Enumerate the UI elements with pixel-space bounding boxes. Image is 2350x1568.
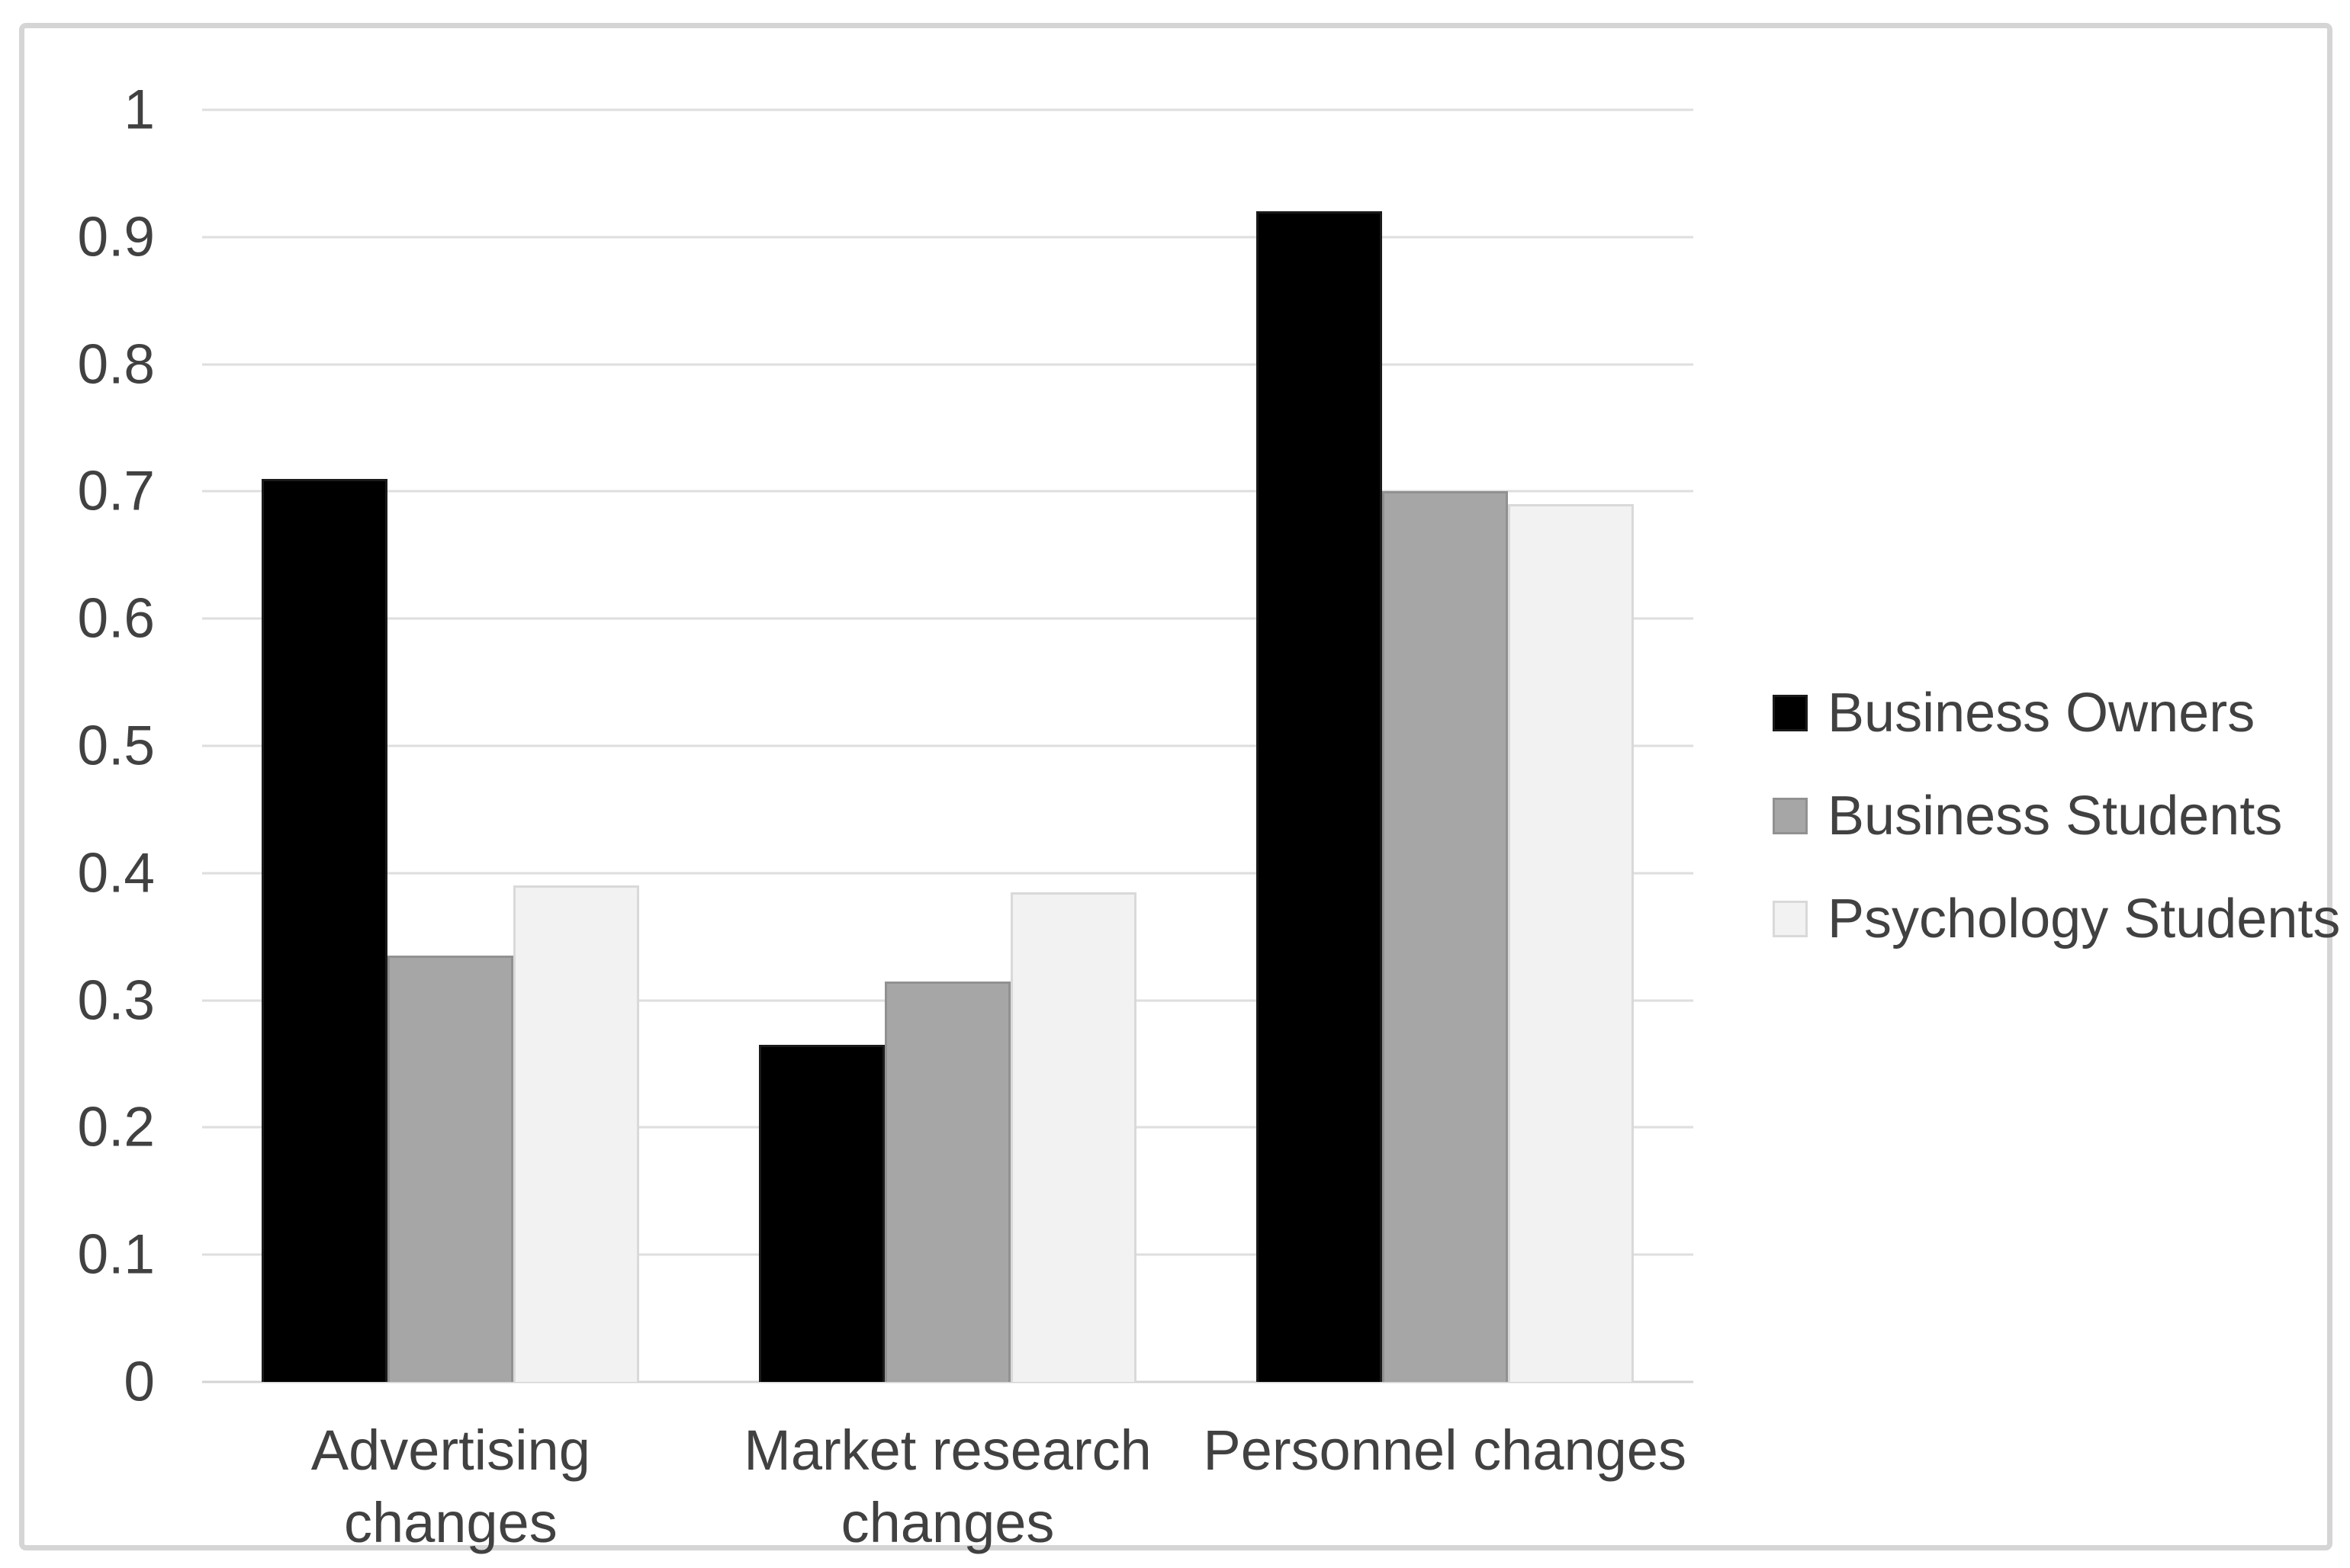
x-axis-label-advertising: Advertising changes [310,1419,590,1554]
y-tick-label: 0.3 [77,969,155,1032]
x-axis-line [202,1380,1693,1383]
bar-group [202,110,699,1382]
y-tick-label: 0.1 [77,1223,155,1286]
y-tick-label: 0 [124,1351,155,1413]
bar-psychology-students [1011,892,1136,1382]
y-tick-label: 0.9 [77,206,155,268]
chart-frame: 1 0.9 0.8 0.7 0.6 0.5 0.4 0.3 0.2 0.1 0 Advertisin… [19,23,2340,1554]
plot-area [202,108,1693,1383]
x-axis-cell: Advertising changes [202,1415,699,1559]
gridline [202,108,1693,111]
legend-swatch-lightgray-icon [1773,901,1808,937]
x-axis-cell: Market research changes [699,1415,1197,1559]
bar-business-students [885,981,1011,1382]
bar-business-owners [759,1044,885,1382]
y-tick-label: 0.7 [77,460,155,522]
bar-business-students [387,956,514,1382]
bar-group [1196,110,1693,1382]
legend-label: Business Owners [1828,683,2255,744]
bar-groups [202,110,1693,1382]
bar-psychology-students [1507,504,1634,1382]
gridline [202,236,1693,239]
x-axis-category-labels: Advertising changes Market research chan… [202,1415,1693,1559]
legend-item-psychology-students: Psychology Students [1773,885,2340,953]
legend-label: Psychology Students [1828,888,2341,949]
y-tick-label: 1 [124,79,155,141]
bar-business-owners [1255,211,1382,1382]
y-tick-label: 0.5 [77,715,155,777]
y-tick-label: 0.2 [77,1096,155,1158]
gridline [202,744,1693,747]
legend-swatch-gray-icon [1773,798,1808,834]
bar-business-owners [262,478,388,1382]
y-tick-label: 0.8 [77,333,155,396]
gridline [202,363,1693,366]
y-axis-tick-labels: 1 0.9 0.8 0.7 0.6 0.5 0.4 0.3 0.2 0.1 0 [24,82,181,1410]
gridline [202,490,1693,493]
legend-label: Business Students [1828,786,2283,847]
legend: Business Owners Business Students Psycho… [1773,679,2340,988]
x-axis-label-personnel: Personnel changes [1203,1419,1686,1482]
y-tick-label: 0.6 [77,587,155,650]
x-axis-label-market-research: Market research changes [744,1419,1152,1554]
gridline [202,617,1693,620]
y-tick-label: 0.4 [77,842,155,904]
gridline [202,872,1693,875]
legend-item-business-owners: Business Owners [1773,679,2340,747]
bar-group [699,110,1197,1382]
bar-business-students [1381,491,1508,1382]
x-axis-cell: Personnel changes [1196,1415,1693,1559]
legend-item-business-students: Business Students [1773,782,2340,850]
bar-psychology-students [513,885,640,1382]
legend-swatch-black-icon [1773,695,1808,731]
